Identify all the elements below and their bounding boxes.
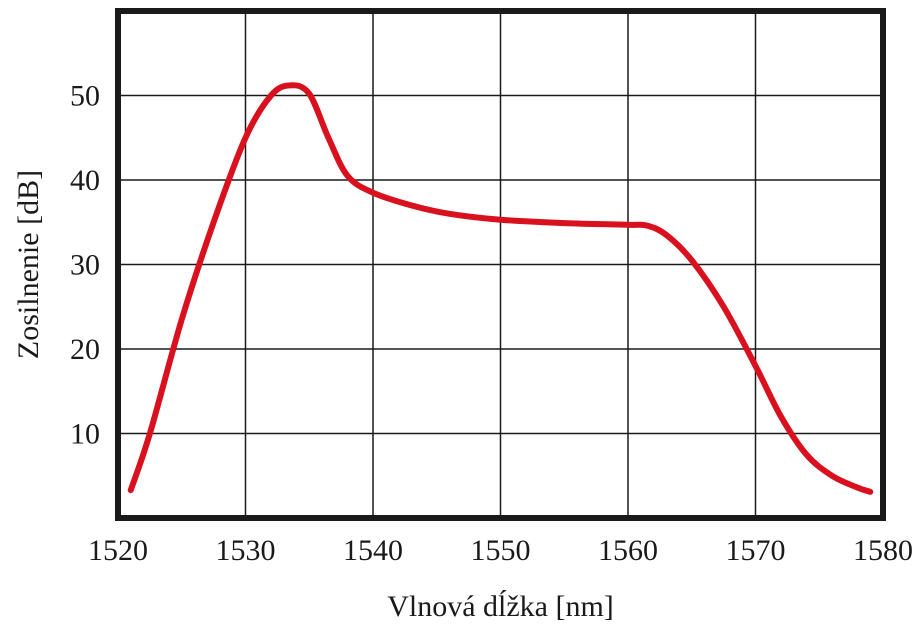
y-axis-title: Zosilnenie [dB] — [12, 170, 45, 359]
y-tick-label: 40 — [70, 164, 100, 197]
x-tick-label: 1520 — [88, 534, 148, 567]
x-tick-label: 1560 — [598, 534, 658, 567]
x-tick-label: 1530 — [216, 534, 276, 567]
plot-frame — [115, 8, 886, 521]
x-tick-label: 1540 — [343, 534, 403, 567]
x-tick-labels: 1520 1530 1540 1550 1560 1570 1580 — [88, 534, 913, 567]
y-tick-labels: 10 20 30 40 50 — [70, 80, 100, 451]
x-tick-label: 1550 — [471, 534, 531, 567]
gain-curve — [127, 82, 874, 495]
x-tick-label: 1580 — [853, 534, 913, 567]
series-layer — [127, 82, 874, 495]
x-tick-label: 1570 — [726, 534, 786, 567]
y-tick-label: 10 — [70, 418, 100, 451]
grid — [118, 11, 883, 518]
y-tick-label: 50 — [70, 80, 100, 113]
x-axis-title: Vlnová dĺžka [nm] — [387, 590, 614, 623]
y-tick-label: 30 — [70, 249, 100, 282]
y-tick-label: 20 — [70, 333, 100, 366]
